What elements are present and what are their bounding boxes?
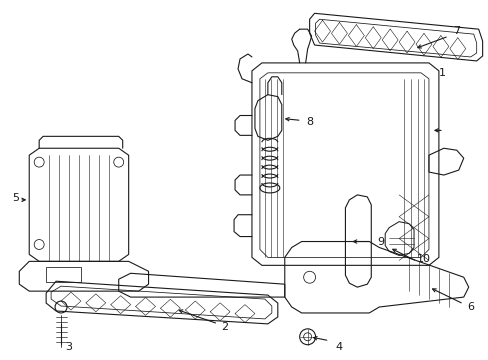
Text: 1: 1 — [438, 68, 445, 78]
Text: 6: 6 — [466, 302, 473, 312]
Text: 2: 2 — [221, 322, 228, 332]
Text: 5: 5 — [12, 193, 19, 203]
Text: 7: 7 — [452, 26, 459, 36]
Text: 9: 9 — [377, 237, 384, 247]
Text: 10: 10 — [416, 255, 430, 264]
Text: 4: 4 — [335, 342, 342, 352]
Text: 8: 8 — [305, 117, 312, 127]
Text: 3: 3 — [65, 342, 72, 352]
